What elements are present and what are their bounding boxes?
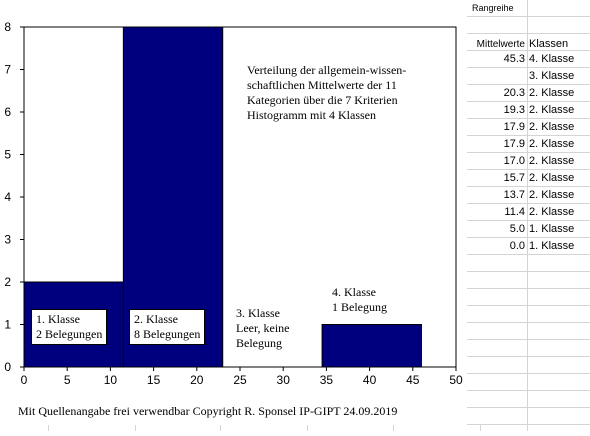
table-cell-klasse: 2. Klasse bbox=[529, 189, 575, 201]
x-tick-label: 25 bbox=[233, 373, 247, 387]
x-tick-label: 40 bbox=[363, 373, 377, 387]
bin-label-3: 3. Klasse Leer, keine Belegung bbox=[236, 306, 290, 350]
x-tick-label: 15 bbox=[147, 373, 161, 387]
table-cell-klasse: 2. Klasse bbox=[529, 87, 575, 99]
table-cell-mean: 20.3 bbox=[503, 87, 525, 99]
x-tick-label: 20 bbox=[190, 373, 204, 387]
table-cell-klasse: 1. Klasse bbox=[529, 240, 575, 252]
table-cell-mean bbox=[470, 68, 525, 85]
x-tick-label: 35 bbox=[320, 373, 334, 387]
table-cell-klasse: 3. Klasse bbox=[529, 70, 575, 82]
table-header-top: Rangreihe bbox=[472, 3, 514, 13]
table-cell-mean: 0.0 bbox=[509, 240, 525, 252]
bin-label-4: 4. Klasse 1 Belegung bbox=[332, 285, 387, 314]
y-tick-label: 5 bbox=[4, 148, 11, 162]
x-tick-label: 50 bbox=[449, 373, 463, 387]
table-cell-klasse: 2. Klasse bbox=[529, 206, 575, 218]
y-tick-label: 1 bbox=[4, 318, 11, 332]
table-col1-header: Mittelwerte bbox=[476, 39, 525, 50]
y-tick-label: 3 bbox=[4, 233, 11, 247]
table-cell-mean: 17.9 bbox=[503, 121, 525, 133]
table-cell-mean: 15.7 bbox=[503, 172, 525, 184]
bin-label-1: 1. Klasse 2 Belegungen bbox=[31, 309, 108, 345]
x-tick-label: 30 bbox=[277, 373, 291, 387]
ranking-table: Rangreihe Mittelwerte Klassen 45.3 4. Kla… bbox=[467, 0, 590, 431]
chart-title: Verteilung der allgemein-wissen- schaftl… bbox=[247, 63, 407, 122]
table-cell-klasse: 2. Klasse bbox=[529, 138, 575, 150]
y-tick-label: 4 bbox=[4, 190, 11, 204]
bin-label-2: 2. Klasse 8 Belegungen bbox=[129, 309, 206, 345]
x-tick-label: 0 bbox=[21, 373, 28, 387]
table-cell-mean: 11.4 bbox=[504, 206, 525, 218]
table-cell-klasse: 2. Klasse bbox=[529, 172, 575, 184]
table-cell-mean: 45.3 bbox=[503, 53, 525, 65]
table-cell-klasse: 2. Klasse bbox=[529, 104, 575, 116]
y-tick-label: 2 bbox=[4, 275, 11, 289]
table-cell-mean: 13.7 bbox=[503, 189, 525, 201]
histogram-chart[interactable]: 0 1 2 3 4 5 6 7 8 0 5 10 15 20 25 30 35 40 45 50 Verteilung… bbox=[0, 0, 465, 425]
x-tick-label: 45 bbox=[406, 373, 420, 387]
table-cell-mean: 17.9 bbox=[503, 138, 525, 150]
table-cell-klasse: 2. Klasse bbox=[529, 121, 575, 133]
x-tick-label: 5 bbox=[64, 373, 71, 387]
table-cell-klasse: 2. Klasse bbox=[529, 155, 575, 167]
table-cell-klasse: 4. Klasse bbox=[529, 53, 575, 65]
table-cell-mean: 5.0 bbox=[509, 223, 525, 235]
x-tick-label: 10 bbox=[104, 373, 118, 387]
table-cell-klasse: 1. Klasse bbox=[529, 223, 575, 235]
y-tick-label: 7 bbox=[4, 63, 11, 77]
y-tick-label: 0 bbox=[4, 360, 11, 374]
chart-footer: Mit Quellenangabe frei verwendbar Copyri… bbox=[18, 404, 398, 418]
y-tick-label: 6 bbox=[4, 105, 11, 119]
table-cell-mean: 17.0 bbox=[503, 155, 525, 167]
table-col2-header: Klassen bbox=[529, 38, 569, 50]
table-cell-mean: 19.3 bbox=[503, 104, 525, 116]
bar-4 bbox=[321, 324, 422, 368]
y-tick-label: 8 bbox=[4, 20, 11, 34]
